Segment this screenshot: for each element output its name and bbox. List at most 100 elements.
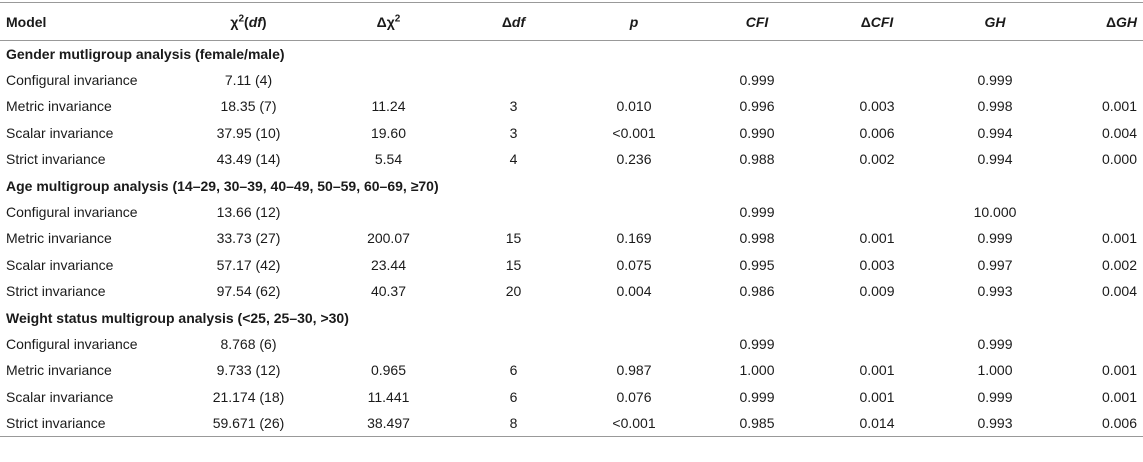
cell: 5.54: [374, 151, 403, 168]
header-text: Δ: [501, 13, 512, 30]
cell: 7.11 (4): [224, 72, 273, 89]
row-label: Scalar invariance: [6, 256, 114, 273]
cell: <0.001: [612, 414, 656, 431]
empty-cell: [572, 199, 696, 225]
group-row: Gender mutligroup analysis (female/male): [0, 41, 1143, 67]
cell: 0.001: [859, 388, 895, 405]
header-cell: ΔGH: [1054, 3, 1143, 41]
header-sup: 2: [238, 12, 245, 24]
cell: 15: [505, 256, 522, 273]
cell: 0.997: [977, 256, 1013, 273]
data-row: Configural invariance 7.11 (4) 0.999 0.999: [0, 67, 1143, 93]
header-italic: GH: [1116, 13, 1137, 30]
cell: 0.985: [739, 414, 775, 431]
row-label: Strict invariance: [6, 283, 106, 300]
cell: 9.733 (12): [216, 362, 281, 379]
cell: 0.998: [977, 98, 1013, 115]
cell: 0.999: [977, 388, 1013, 405]
header-italic: GH: [984, 13, 1006, 30]
cell: 37.95 (10): [216, 124, 281, 141]
cell: 59.671 (26): [212, 414, 285, 431]
empty-cell: [455, 199, 572, 225]
cell: 0.001: [1101, 230, 1137, 247]
cell: 0.001: [859, 230, 895, 247]
cell: 40.37: [370, 283, 407, 300]
cell: 0.999: [739, 72, 775, 89]
cell: 0.999: [739, 335, 775, 352]
cell: 0.988: [739, 151, 775, 168]
group-title: Gender mutligroup analysis (female/male): [6, 45, 285, 62]
row-label: Scalar invariance: [6, 124, 114, 141]
row-label: Configural invariance: [6, 335, 138, 352]
data-row: Metric invariance 18.35 (7) 11.24 3 0.010 0.9…: [0, 93, 1143, 119]
cell: 0.001: [1101, 388, 1137, 405]
cell: 18.35 (7): [220, 98, 277, 115]
row-label: Scalar invariance: [6, 388, 114, 405]
empty-cell: [572, 331, 696, 357]
group-row: Weight status multigroup analysis (<25, …: [0, 304, 1143, 330]
data-row: Configural invariance 13.66 (12) 0.999 10.0…: [0, 199, 1143, 225]
empty-cell: [818, 67, 936, 93]
empty-cell: [1054, 331, 1143, 357]
header-cell: Δχ2: [322, 3, 455, 41]
cell: 10.000: [973, 204, 1017, 221]
header-text: Model: [6, 13, 47, 30]
header-sup: 2: [394, 12, 401, 24]
cell: 0.001: [1101, 362, 1137, 379]
data-row: Metric invariance 33.73 (27) 200.07 15 0.169…: [0, 225, 1143, 251]
group-title: Weight status multigroup analysis (<25, …: [6, 309, 349, 326]
cell: 8.768 (6): [220, 335, 277, 352]
row-label: Configural invariance: [6, 72, 138, 89]
empty-cell: [1054, 67, 1143, 93]
header-cell: Δdf: [455, 3, 572, 41]
header-text: Δ: [1105, 13, 1116, 30]
cell: 38.497: [367, 414, 410, 431]
cell: 0.993: [977, 283, 1013, 300]
cell: 57.17 (42): [216, 256, 281, 273]
row-label: Metric invariance: [6, 362, 112, 379]
header-cell: ΔCFI: [818, 3, 936, 41]
cell: 0.002: [859, 151, 895, 168]
cell: 0.994: [977, 151, 1013, 168]
header-text: χ: [230, 13, 239, 30]
cell: <0.001: [612, 124, 656, 141]
data-row: Scalar invariance 57.17 (42) 23.44 15 0.075 0…: [0, 252, 1143, 278]
cell: 0.999: [977, 230, 1013, 247]
table: Model χ2(df) Δχ2 Δdf p CFI ΔCFI GH ΔGH G…: [0, 2, 1143, 437]
cell: 200.07: [367, 230, 410, 247]
cell: 43.49 (14): [216, 151, 281, 168]
cell: 3: [509, 98, 518, 115]
header-cell: Model: [0, 3, 175, 41]
row-label: Metric invariance: [6, 230, 112, 247]
data-row: Metric invariance 9.733 (12) 0.965 6 0.987 1.…: [0, 357, 1143, 383]
cell: 0.965: [370, 362, 407, 379]
cell: 0.004: [1101, 283, 1137, 300]
data-row: Configural invariance 8.768 (6) 0.999 0.999: [0, 331, 1143, 357]
cell: 0.995: [739, 256, 775, 273]
cell: 97.54 (62): [216, 283, 281, 300]
header-text: Δ: [860, 13, 871, 30]
cell: 23.44: [370, 256, 407, 273]
cell: 0.075: [616, 256, 652, 273]
cell: 0.998: [739, 230, 775, 247]
cell: 15: [505, 230, 522, 247]
cell: 8: [509, 414, 518, 431]
cell: 6: [509, 362, 518, 379]
empty-cell: [322, 199, 455, 225]
cell: 1.000: [739, 362, 775, 379]
group-title: Age multigroup analysis (14–29, 30–39, 4…: [6, 177, 439, 194]
cell: 0.999: [739, 388, 775, 405]
empty-cell: [1054, 199, 1143, 225]
cell: 20: [505, 283, 522, 300]
empty-cell: [322, 67, 455, 93]
empty-cell: [455, 331, 572, 357]
cell: 0.996: [739, 98, 775, 115]
header-cell: GH: [936, 3, 1054, 41]
header-italic: CFI: [745, 13, 769, 30]
group-row: Age multigroup analysis (14–29, 30–39, 4…: [0, 172, 1143, 198]
cell: 0.236: [616, 151, 652, 168]
empty-cell: [572, 67, 696, 93]
table-body: Gender mutligroup analysis (female/male)…: [0, 41, 1143, 437]
cell: 0.999: [977, 72, 1013, 89]
row-label: Configural invariance: [6, 204, 138, 221]
